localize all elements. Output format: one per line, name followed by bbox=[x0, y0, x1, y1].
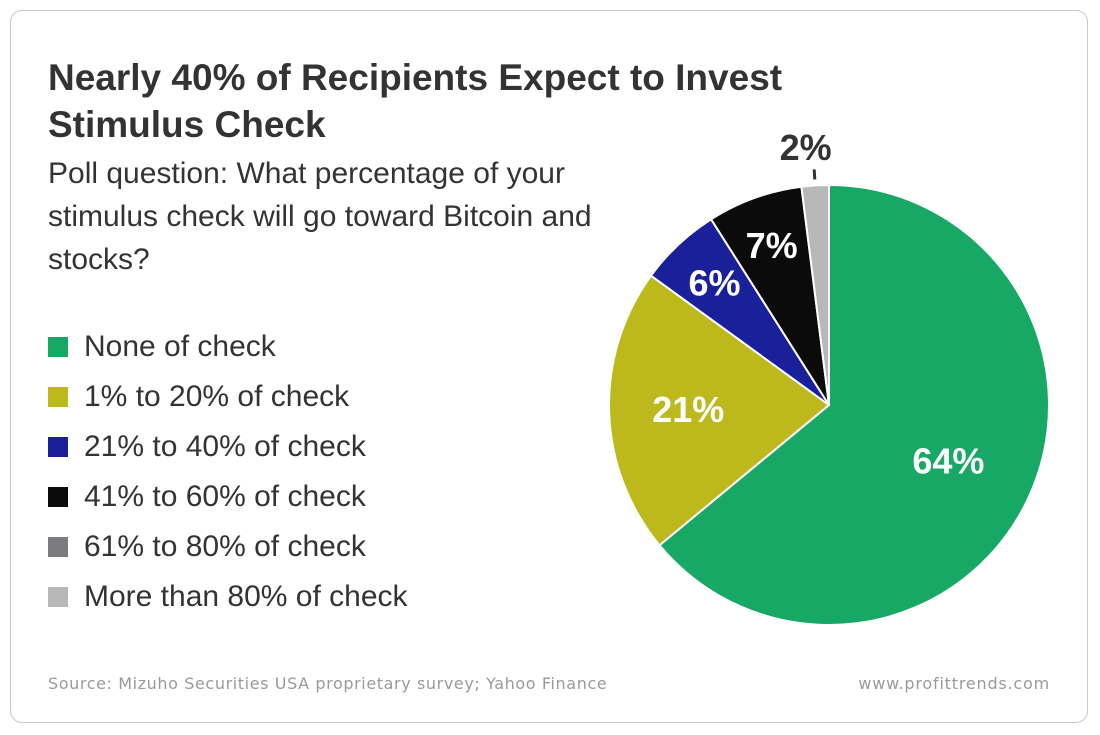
legend-item: 1% to 20% of check bbox=[48, 372, 408, 422]
legend-label: 41% to 60% of check bbox=[84, 480, 366, 513]
legend-swatch bbox=[48, 537, 68, 557]
source-note: Source: Mizuho Securities USA proprietar… bbox=[48, 674, 608, 693]
legend-swatch bbox=[48, 487, 68, 507]
chart-legend: None of check 1% to 20% of check 21% to 40… bbox=[48, 322, 408, 622]
pie-slice bbox=[608, 274, 831, 547]
slice-value-label: 21% bbox=[652, 389, 724, 430]
legend-item: 41% to 60% of check bbox=[48, 472, 408, 522]
legend-label: More than 80% of check bbox=[84, 580, 408, 613]
slice-value-label: 7% bbox=[746, 225, 798, 266]
pie-slice bbox=[658, 183, 1050, 626]
legend-label: 1% to 20% of check bbox=[84, 380, 350, 413]
slice-value-label: 6% bbox=[689, 263, 741, 304]
legend-swatch bbox=[48, 337, 68, 357]
legend-label: 21% to 40% of check bbox=[84, 430, 366, 463]
chart-title: Nearly 40% of Recipients Expect to Inves… bbox=[48, 57, 783, 145]
legend-item: 61% to 80% of check bbox=[48, 522, 408, 572]
website-credit: www.profittrends.com bbox=[858, 674, 1050, 693]
legend-item: More than 80% of check bbox=[48, 572, 408, 622]
legend-label: None of check bbox=[84, 330, 276, 363]
chart-subtitle: Poll question: What percentage of your s… bbox=[48, 157, 592, 276]
slice-value-label: 2% bbox=[780, 127, 832, 168]
legend-item: None of check bbox=[48, 322, 408, 372]
pie-slice bbox=[800, 183, 830, 406]
legend-swatch bbox=[48, 587, 68, 607]
slice-leader-line bbox=[812, 169, 817, 180]
legend-label: 61% to 80% of check bbox=[84, 530, 366, 563]
legend-swatch bbox=[48, 387, 68, 407]
legend-swatch bbox=[48, 437, 68, 457]
slice-value-label: 64% bbox=[912, 441, 984, 482]
legend-item: 21% to 40% of check bbox=[48, 422, 408, 472]
